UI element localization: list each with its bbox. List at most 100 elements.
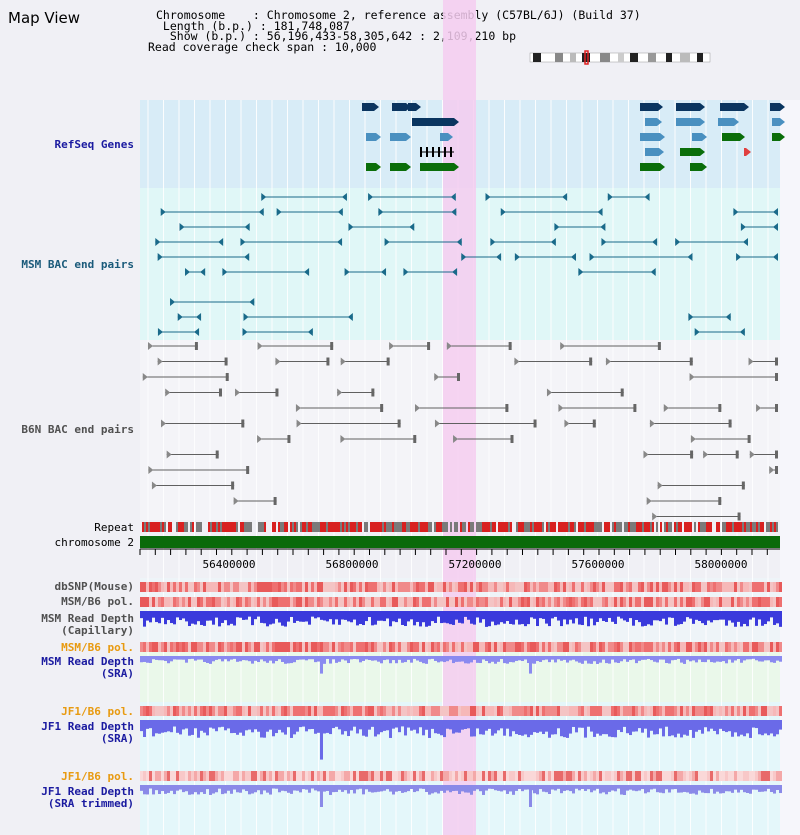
msm-depth-cap-bar — [368, 611, 371, 618]
msm-end — [452, 268, 458, 276]
jf1-pol2-band — [245, 771, 248, 781]
msm-end — [740, 223, 746, 231]
msm-pol-band — [539, 597, 542, 607]
gene-block — [772, 133, 780, 141]
msm-pol2-band — [233, 642, 236, 652]
msm-depth-cap-bar — [662, 611, 665, 619]
repeat-mark — [756, 522, 758, 532]
msm-pol2-band — [629, 642, 632, 652]
msm-end — [490, 238, 496, 246]
msm-pol-band — [446, 597, 449, 607]
dbsnp-band — [455, 582, 458, 592]
msm-depth-sra-bar — [170, 656, 173, 662]
repeat-mark — [676, 522, 678, 532]
msm-pol2-band — [389, 642, 392, 652]
jf1-pol-band — [488, 706, 491, 716]
b6n-end — [456, 373, 460, 381]
jf1-pol2-band — [404, 771, 407, 781]
jf1-depth-sra-bar — [620, 720, 623, 733]
msm-depth-sra-bar — [626, 656, 629, 662]
dbsnp-band — [293, 582, 296, 592]
msm-end — [773, 208, 778, 216]
msm-pol-band — [266, 597, 269, 607]
msm-pol-band — [551, 597, 554, 607]
msm-pol2-band — [620, 642, 623, 652]
msm-end — [554, 223, 560, 231]
jf1-pol2-band — [551, 771, 554, 781]
msm-depth-cap-bar — [488, 611, 491, 627]
msm-pol2-band — [371, 642, 374, 652]
dbsnp-band — [215, 582, 218, 592]
jf1-pol2-band — [581, 771, 584, 781]
msm-depth-cap-bar — [722, 611, 725, 620]
repeat-mark — [624, 522, 626, 532]
msm-pol2-band — [638, 642, 641, 652]
msm-pol-band — [146, 597, 149, 607]
repeat-mark — [244, 522, 246, 532]
msm-pol-band — [422, 597, 425, 607]
jf1-depth-sra-bar — [524, 720, 527, 735]
msm-pol-band — [668, 597, 671, 607]
msm-pol-band — [548, 597, 551, 607]
jf1-pol2-band — [392, 771, 395, 781]
msm-pol-band — [758, 597, 761, 607]
msm-pol2-band — [311, 642, 314, 652]
msm-depth-sra-bar — [380, 656, 383, 664]
msm-depth-cap-bar — [413, 611, 416, 626]
jf1-pol-band — [611, 706, 614, 716]
dbsnp-band — [191, 582, 194, 592]
msm-depth-sra-bar — [710, 656, 713, 663]
dbsnp-band — [308, 582, 311, 592]
jf1-depth-trim-bar — [629, 785, 632, 790]
msm-end — [381, 268, 387, 276]
msm-pol2-band — [527, 642, 530, 652]
jf1-depth-trim-bar — [374, 785, 377, 793]
msm-depth-cap-bar — [194, 611, 197, 625]
msm-depth-sra-bar — [449, 656, 452, 660]
msm-depth-sra-bar — [374, 656, 377, 661]
jf1-pol-band — [731, 706, 734, 716]
jf1-pol-band — [545, 706, 548, 716]
msm-pol-band — [482, 597, 485, 607]
jf1-depth-sra-bar — [725, 720, 728, 733]
jf1-pol2-band — [323, 771, 326, 781]
msm-pol2-band — [725, 642, 728, 652]
jf1-depth-trim-bar — [728, 785, 731, 792]
jf1-depth-sra-bar — [224, 720, 227, 731]
msm-pol-band — [485, 597, 488, 607]
msm-pol2-band — [776, 642, 779, 652]
msm-pol-band — [545, 597, 548, 607]
gene-arrow — [660, 133, 665, 141]
b6n-end — [718, 404, 722, 412]
msm-depth-sra-bar — [308, 656, 311, 660]
msm-pol-band — [239, 597, 242, 607]
dbsnp-band — [689, 582, 692, 592]
msm-depth-sra-bar — [167, 656, 170, 664]
jf1-depth-trim-bar — [368, 785, 371, 792]
repeat-mark — [770, 522, 772, 532]
msm-pol2-band — [572, 642, 575, 652]
msm-pol-band — [602, 597, 605, 607]
jf1-pol-band — [383, 706, 386, 716]
msm-pol2-band — [773, 642, 776, 652]
dbsnp-band — [290, 582, 293, 592]
msm-pol2-band — [182, 642, 185, 652]
repeat-mark — [486, 522, 488, 532]
jf1-pol2-band — [737, 771, 740, 781]
jf1-depth-sra-bar — [239, 720, 242, 733]
dbsnp-band — [674, 582, 677, 592]
msm-end — [578, 268, 584, 276]
jf1-pol-band — [737, 706, 740, 716]
b6n-end — [142, 373, 148, 381]
msm-pol-band — [743, 597, 746, 607]
msm-end — [261, 193, 267, 201]
jf1-pol2-band — [479, 771, 482, 781]
msm-depth-cap-bar — [272, 611, 275, 624]
msm-depth-cap-bar — [233, 611, 236, 626]
msm-depth-sra-bar — [161, 656, 164, 661]
jf1-pol-band — [722, 706, 725, 716]
msm-pol-band — [578, 597, 581, 607]
jf1-depth-sra-bar — [419, 720, 422, 728]
jf1-pol2-band — [242, 771, 245, 781]
